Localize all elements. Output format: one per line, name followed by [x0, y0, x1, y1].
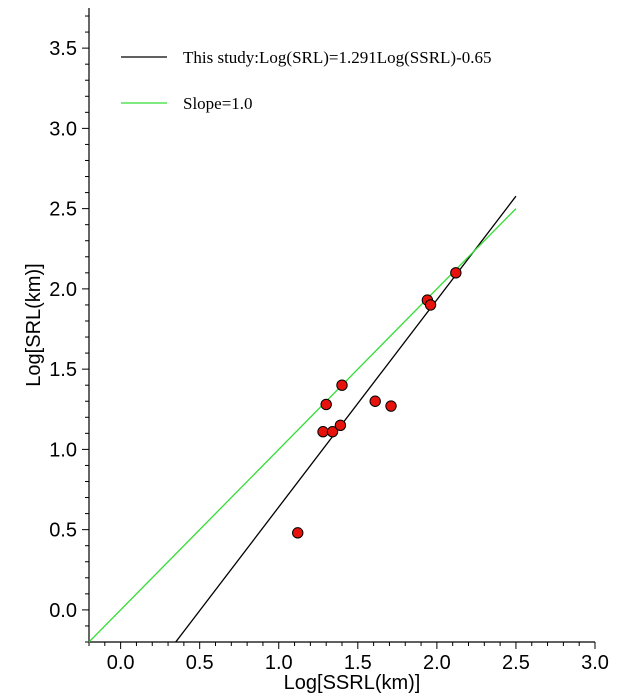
data-point	[326, 426, 339, 438]
data-point	[334, 419, 347, 432]
x-axis-title: Log[SSRL(km)]	[284, 672, 421, 694]
legend-label: Slope=1.0	[183, 94, 253, 113]
x-tick-label: 1.0	[265, 652, 293, 674]
data-point	[317, 426, 329, 438]
y-tick-label: 0.0	[49, 600, 77, 622]
legend-label: This study:Log(SRL)=1.291Log(SSRL)-0.65	[183, 48, 492, 67]
x-tick-label: 0.0	[107, 652, 135, 674]
legend: This study:Log(SRL)=1.291Log(SSRL)-0.65 S…	[121, 48, 492, 113]
y-tick-label: 2.5	[49, 199, 77, 221]
y-axis-title: Log[SRL(km)]	[23, 263, 45, 386]
data-point	[336, 379, 348, 391]
data-point	[424, 299, 437, 311]
y-tick-label: 0.5	[49, 520, 77, 542]
y-tick-label: 1.0	[49, 439, 77, 461]
y-tick-label: 1.5	[49, 359, 77, 381]
slope-one-line	[88, 208, 517, 643]
data-point	[450, 267, 462, 279]
x-tick-label: 0.5	[186, 652, 214, 674]
x-tick-label: 2.5	[502, 652, 530, 674]
fit-lines	[88, 195, 517, 643]
ticks: 0.0 0.5 1.0 1.5 2.0 2.5 3.0 0.0 0.5 1.0 1.5 2.0 2.5 3…	[49, 15, 609, 674]
x-tick-label: 1.5	[344, 652, 372, 674]
regression-line	[175, 195, 517, 643]
data-point	[292, 527, 304, 539]
data-points	[292, 267, 462, 539]
data-point	[369, 395, 381, 407]
y-tick-label: 3.0	[49, 118, 77, 140]
x-tick-label: 2.0	[423, 652, 451, 674]
y-tick-label: 2.0	[49, 279, 77, 301]
x-tick-label: 3.0	[581, 652, 609, 674]
data-point	[320, 398, 332, 411]
data-point	[385, 400, 397, 412]
y-tick-label: 3.5	[49, 38, 77, 60]
